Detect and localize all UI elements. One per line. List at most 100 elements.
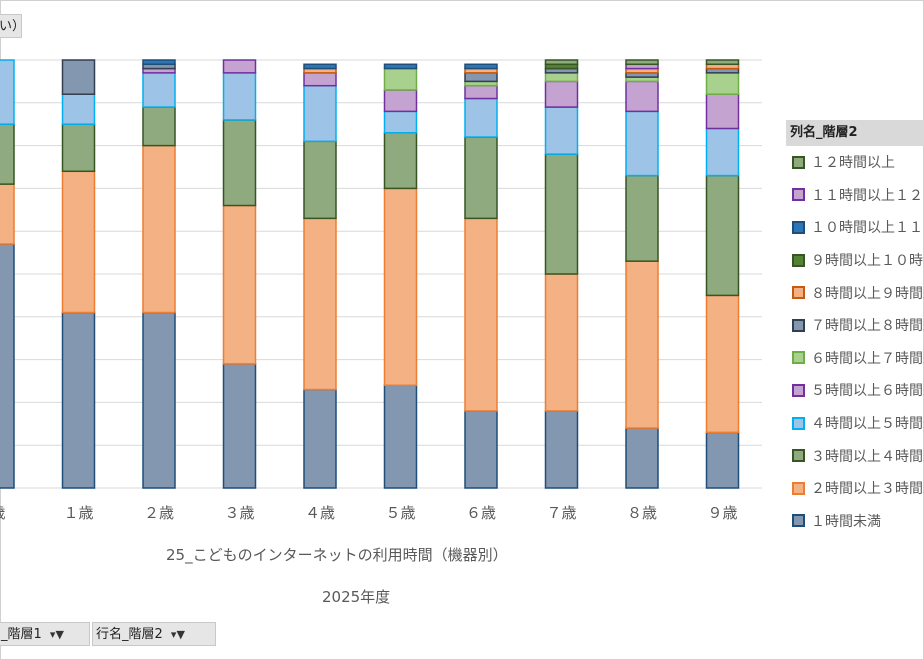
bar-segment[interactable] <box>222 363 257 489</box>
bar-segment[interactable] <box>544 80 579 108</box>
legend-swatch <box>792 286 805 300</box>
bar-segment[interactable] <box>383 384 418 489</box>
filter-icon[interactable]: ▾▼ <box>170 628 185 641</box>
top-field-label: い） <box>0 19 21 34</box>
bar-segment[interactable] <box>0 243 15 489</box>
bar-segment[interactable] <box>142 106 176 147</box>
bar-segment[interactable] <box>383 89 418 113</box>
legend-label: ２時間以上３時間未満 <box>811 481 924 498</box>
bar-segment[interactable] <box>464 63 498 70</box>
bar-segment[interactable] <box>142 311 176 489</box>
bar-segment[interactable] <box>142 144 176 314</box>
legend-item[interactable]: ９時間以上１０時間未満 <box>786 244 924 277</box>
bar-segment[interactable] <box>544 273 579 412</box>
bar-segment[interactable] <box>222 72 257 121</box>
top-field-button[interactable]: い） <box>0 14 22 38</box>
bar-segment[interactable] <box>705 431 740 489</box>
bar-segment[interactable] <box>61 59 96 95</box>
legend-label: ９時間以上１０時間未満 <box>811 253 924 270</box>
legend-swatch <box>792 383 805 397</box>
bar-segment[interactable] <box>625 427 659 489</box>
bar-segment[interactable] <box>464 97 498 138</box>
bar-segment[interactable] <box>383 132 418 190</box>
bar-segment[interactable] <box>61 93 96 125</box>
bar-segment[interactable] <box>705 59 740 66</box>
bar-segment[interactable] <box>303 63 337 70</box>
bar-segment[interactable] <box>544 106 579 155</box>
bar-segment[interactable] <box>544 410 579 489</box>
bar-segment[interactable] <box>303 140 337 220</box>
bar-segment[interactable] <box>383 187 418 387</box>
bar-segment[interactable] <box>705 294 740 434</box>
bar-segment[interactable] <box>383 110 418 134</box>
bar-segment[interactable] <box>544 59 579 66</box>
x-tick-label: ７歳 <box>546 504 576 522</box>
bar-segment[interactable] <box>222 59 257 74</box>
legend-swatch <box>792 188 805 202</box>
legend-item[interactable]: １２時間以上 <box>786 146 924 179</box>
row-field-2-button[interactable]: 行名_階層2 ▾▼ <box>92 622 216 646</box>
bar-segment[interactable] <box>61 170 96 314</box>
bar-segment[interactable] <box>625 59 659 66</box>
bar-segment[interactable] <box>544 153 579 275</box>
bar-segment[interactable] <box>625 174 659 262</box>
bar-segment[interactable] <box>383 67 418 91</box>
legend-label: １０時間以上１１時間未満 <box>811 220 924 237</box>
x-tick-label: １歳 <box>63 504 93 522</box>
legend-label: ６時間以上７時間未満 <box>811 350 924 367</box>
legend-item[interactable]: ４時間以上５時間未満 <box>786 407 924 440</box>
legend-swatch <box>792 318 805 332</box>
legend-item[interactable]: ８時間以上９時間未満 <box>786 276 924 309</box>
bar-segment[interactable] <box>705 72 740 95</box>
legend-swatch <box>792 514 805 528</box>
legend-item[interactable]: ５時間以上６時間未満 <box>786 374 924 407</box>
bar-segment[interactable] <box>303 217 337 391</box>
bar-segment[interactable] <box>464 410 498 489</box>
bar-segment[interactable] <box>544 72 579 83</box>
bar-segment[interactable] <box>61 311 96 489</box>
bar-segment[interactable] <box>303 72 337 87</box>
filter-icon[interactable]: ▾▼ <box>49 628 64 641</box>
legend-item[interactable]: ６時間以上７時間未満 <box>786 342 924 375</box>
legend-label: １１時間以上１２時間未満 <box>811 187 924 204</box>
legend-swatch <box>792 449 805 463</box>
bar-segment[interactable] <box>142 72 176 108</box>
bar-segment[interactable] <box>222 204 257 365</box>
x-tick-label: ４歳 <box>305 504 335 522</box>
legend-label: ５時間以上６時間未満 <box>811 383 924 400</box>
bar-segment[interactable] <box>222 119 257 207</box>
row-field-1-label: _階層1 <box>1 627 42 642</box>
x-tick-label: 歳 <box>0 504 6 522</box>
bar-segment[interactable] <box>61 123 96 173</box>
x-axis-title: 25_こどものインターネットの利用時間（機器別） <box>166 546 508 564</box>
bar-segment[interactable] <box>303 388 337 489</box>
bar-segment[interactable] <box>383 63 418 70</box>
legend-item[interactable]: ２時間以上３時間未満 <box>786 472 924 505</box>
bar-segment[interactable] <box>303 84 337 143</box>
legend-item[interactable]: １１時間以上１２時間未満 <box>786 179 924 212</box>
legend-item[interactable]: １０時間以上１１時間未満 <box>786 211 924 244</box>
x-tick-label: ６歳 <box>466 504 496 522</box>
legend-label: ４時間以上５時間未満 <box>811 416 924 433</box>
bar-segment[interactable] <box>0 59 15 125</box>
bar-segment[interactable] <box>464 217 498 412</box>
bar-segment[interactable] <box>625 260 659 429</box>
row-field-1-button[interactable]: _階層1 ▾▼ <box>0 622 90 646</box>
legend-item[interactable]: ７時間以上８時間未満 <box>786 309 924 342</box>
bar-segment[interactable] <box>464 72 498 83</box>
bar-segment[interactable] <box>142 59 176 66</box>
bar-segment[interactable] <box>625 80 659 113</box>
bar-segment[interactable] <box>625 110 659 177</box>
bar-segment[interactable] <box>0 123 15 185</box>
legend-label: ８時間以上９時間未満 <box>811 285 924 302</box>
bar-segment[interactable] <box>464 136 498 220</box>
bar-segment[interactable] <box>0 183 15 245</box>
bar-segment[interactable] <box>464 84 498 100</box>
legend-item[interactable]: １時間未満 <box>786 505 924 538</box>
bar-segment[interactable] <box>705 174 740 297</box>
x-axis-subtitle: 2025年度 <box>322 588 391 606</box>
legend-item[interactable]: ３時間以上４時間未満 <box>786 439 924 472</box>
bar-segment[interactable] <box>705 93 740 130</box>
bar-segment[interactable] <box>705 127 740 177</box>
legend-label: ３時間以上４時間未満 <box>811 448 924 465</box>
